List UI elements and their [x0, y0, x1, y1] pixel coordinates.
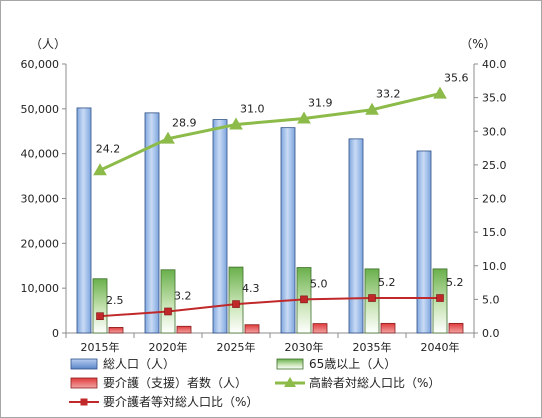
category-label: 2020年	[149, 340, 188, 354]
point-care-ratio	[300, 295, 308, 304]
bar-total-population	[212, 119, 228, 334]
bars-layer	[76, 107, 464, 334]
label-aged-ratio: 31.9	[308, 96, 333, 109]
point-aged-ratio	[433, 86, 447, 99]
label-care-ratio: 2.5	[106, 294, 124, 307]
bar-care-recipients	[380, 322, 396, 334]
legend-item: 高齢者対総人口比（%）	[275, 375, 440, 390]
bar-care-recipients	[448, 322, 464, 334]
legend-item: 65歳以上（人）	[276, 357, 396, 371]
label-care-ratio: 4.3	[242, 282, 260, 295]
category-label: 2030年	[285, 340, 324, 354]
line-care-ratio	[99, 297, 440, 318]
point-aged-ratio	[161, 131, 175, 144]
bar-total-population	[348, 138, 364, 334]
lines-layer	[93, 86, 447, 320]
right-tick-label: 35.0	[482, 92, 507, 105]
bar-aged-65-plus	[160, 269, 176, 334]
right-tick-label: 20.0	[482, 193, 507, 206]
category-label: 2035年	[353, 340, 392, 354]
label-aged-ratio: 33.2	[376, 88, 401, 101]
label-aged-ratio: 28.9	[172, 117, 197, 130]
left-tick-label: 40,000	[21, 148, 60, 161]
legend: 総人口（人） 65歳以上（人） 要介護（支援）者数（人） 高齢者対総人口比（%） 要介護…	[69, 357, 440, 409]
right-tick-label: 5.0	[482, 293, 500, 306]
bar-total-population	[280, 127, 296, 334]
axes-layer: 0 10,000 20,000 30,000 40,000 50,000 60,000 0.0…	[21, 37, 507, 354]
legend-swatch	[70, 358, 98, 370]
left-tick-label: 0	[52, 327, 59, 340]
bar-care-recipients	[176, 325, 192, 334]
category-label: 2040年	[421, 340, 460, 354]
point-aged-ratio	[93, 163, 107, 176]
labels-layer: 24.2 28.9 31.0 31.9 33.2 35.6 2.5 3.2 4.3 5.0 5.2 5…	[96, 72, 469, 308]
label-aged-ratio: 31.0	[240, 103, 265, 116]
label-care-ratio: 5.2	[446, 276, 464, 289]
point-care-ratio	[232, 300, 240, 308]
bar-care-recipients	[244, 324, 260, 334]
line-aged-ratio	[99, 92, 441, 172]
left-tick-label: 30,000	[21, 193, 60, 206]
legend-label: 高齢者対総人口比（%）	[309, 375, 440, 390]
legend-item: 要介護者等対総人口比（%）	[69, 394, 258, 409]
right-axis-unit: （%）	[460, 37, 495, 51]
right-tick-label: 10.0	[482, 260, 507, 273]
bar-total-population	[144, 112, 160, 334]
bar-aged-65-plus	[92, 278, 108, 334]
category-label: 2015年	[81, 340, 120, 354]
bar-care-recipients	[312, 323, 328, 334]
right-tick-label: 25.0	[482, 159, 507, 172]
left-axis-unit: （人）	[30, 37, 66, 51]
left-tick-label: 20,000	[21, 237, 60, 250]
label-care-ratio: 5.2	[378, 276, 396, 289]
legend-label: 要介護（支援）者数（人）	[103, 375, 247, 390]
bar-care-recipients	[108, 326, 124, 334]
label-care-ratio: 3.2	[174, 289, 192, 302]
left-tick-label: 60,000	[21, 58, 60, 71]
point-care-ratio	[96, 312, 104, 320]
left-tick-label: 50,000	[21, 103, 60, 116]
legend-label: 総人口（人）	[103, 357, 175, 371]
legend-item: 総人口（人）	[70, 357, 175, 371]
label-care-ratio: 5.0	[310, 277, 328, 290]
point-care-ratio	[368, 294, 376, 302]
point-aged-ratio	[229, 117, 243, 130]
left-tick-label: 10,000	[21, 282, 60, 295]
category-label: 2025年	[217, 340, 256, 354]
bar-aged-65-plus	[228, 266, 244, 334]
right-tick-label: 30.0	[482, 125, 507, 138]
point-aged-ratio	[297, 111, 311, 124]
legend-item: 要介護（支援）者数（人）	[70, 375, 247, 390]
label-aged-ratio: 35.6	[444, 72, 469, 85]
legend-swatch	[276, 358, 304, 370]
legend-swatch	[70, 377, 98, 389]
right-tick-label: 0.0	[482, 327, 500, 340]
point-aged-ratio	[365, 102, 379, 115]
bar-total-population	[416, 150, 432, 334]
point-care-ratio	[164, 307, 172, 316]
right-tick-label: 15.0	[482, 226, 507, 239]
point-care-ratio	[436, 294, 444, 302]
legend-marker	[80, 398, 88, 406]
right-tick-label: 40.0	[482, 58, 507, 71]
label-aged-ratio: 24.2	[96, 142, 121, 155]
legend-label: 要介護者等対総人口比（%）	[103, 394, 258, 409]
legend-label: 65歳以上（人）	[309, 357, 396, 371]
bar-total-population	[76, 107, 92, 334]
legend-marker	[284, 377, 296, 387]
